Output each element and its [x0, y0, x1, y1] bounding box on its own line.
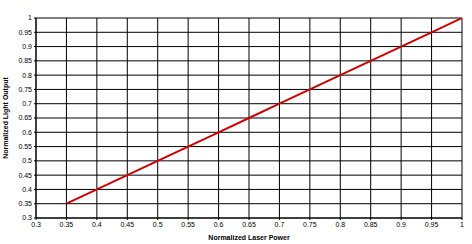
svg-text:0.55: 0.55 — [18, 143, 32, 150]
svg-text:0.8: 0.8 — [335, 221, 345, 228]
svg-text:0.7: 0.7 — [22, 100, 32, 107]
svg-text:0.55: 0.55 — [181, 221, 195, 228]
svg-text:0.65: 0.65 — [18, 114, 32, 121]
svg-text:0.9: 0.9 — [22, 43, 32, 50]
svg-text:0.6: 0.6 — [214, 221, 224, 228]
svg-text:0.75: 0.75 — [18, 86, 32, 93]
svg-text:0.35: 0.35 — [60, 221, 74, 228]
svg-text:0.85: 0.85 — [364, 221, 378, 228]
svg-text:0.3: 0.3 — [31, 221, 41, 228]
svg-text:0.95: 0.95 — [425, 221, 439, 228]
svg-text:1: 1 — [28, 14, 32, 21]
svg-text:0.85: 0.85 — [18, 57, 32, 64]
svg-text:0.4: 0.4 — [22, 186, 32, 193]
svg-text:0.4: 0.4 — [92, 221, 102, 228]
svg-text:0.9: 0.9 — [396, 221, 406, 228]
svg-text:0.65: 0.65 — [242, 221, 256, 228]
svg-text:0.7: 0.7 — [275, 221, 285, 228]
svg-text:0.45: 0.45 — [18, 172, 32, 179]
svg-text:0.5: 0.5 — [22, 157, 32, 164]
svg-text:0.75: 0.75 — [303, 221, 317, 228]
svg-text:Normalized Light Output: Normalized Light Output — [8, 77, 10, 159]
svg-text:0.95: 0.95 — [18, 29, 32, 36]
svg-text:0.45: 0.45 — [120, 221, 134, 228]
svg-text:0.5: 0.5 — [153, 221, 163, 228]
svg-text:0.3: 0.3 — [22, 214, 32, 221]
svg-text:0.6: 0.6 — [22, 129, 32, 136]
svg-text:0.8: 0.8 — [22, 72, 32, 79]
svg-text:1: 1 — [460, 221, 464, 228]
svg-text:Normalized Laser Power: Normalized Laser Power — [208, 234, 290, 241]
svg-text:0.35: 0.35 — [18, 200, 32, 207]
